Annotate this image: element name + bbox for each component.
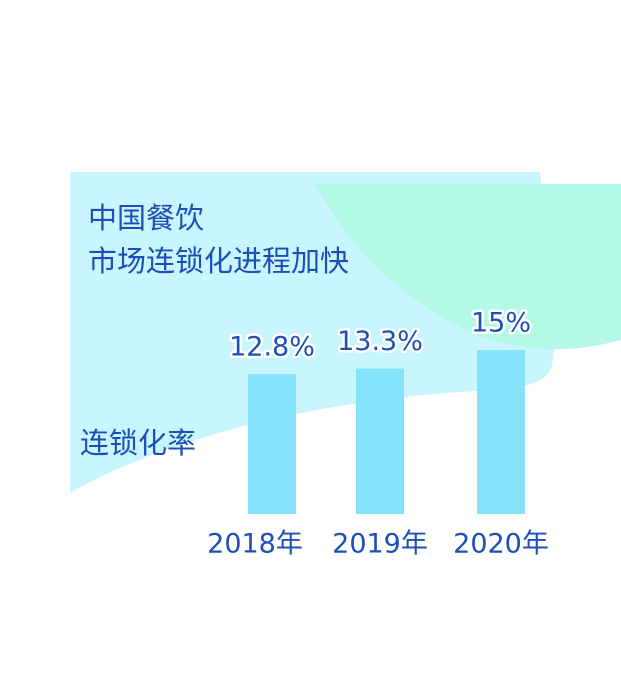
value-label: 13.3% [337,326,423,357]
x-tick-label: 2020年 [453,529,549,560]
bar [356,368,404,514]
x-tick-label: 2019年 [332,529,428,560]
bar [248,374,296,514]
value-label: 12.8% [229,332,315,363]
chart-title: 市场连锁化进程加快 [88,244,349,278]
bar [477,350,525,514]
y-axis-label: 连锁化率 [80,426,196,460]
chart-title: 中国餐饮 [88,201,204,235]
x-tick-label: 2018年 [207,529,303,560]
background-circle [315,184,621,350]
value-label: 15% [471,308,531,339]
